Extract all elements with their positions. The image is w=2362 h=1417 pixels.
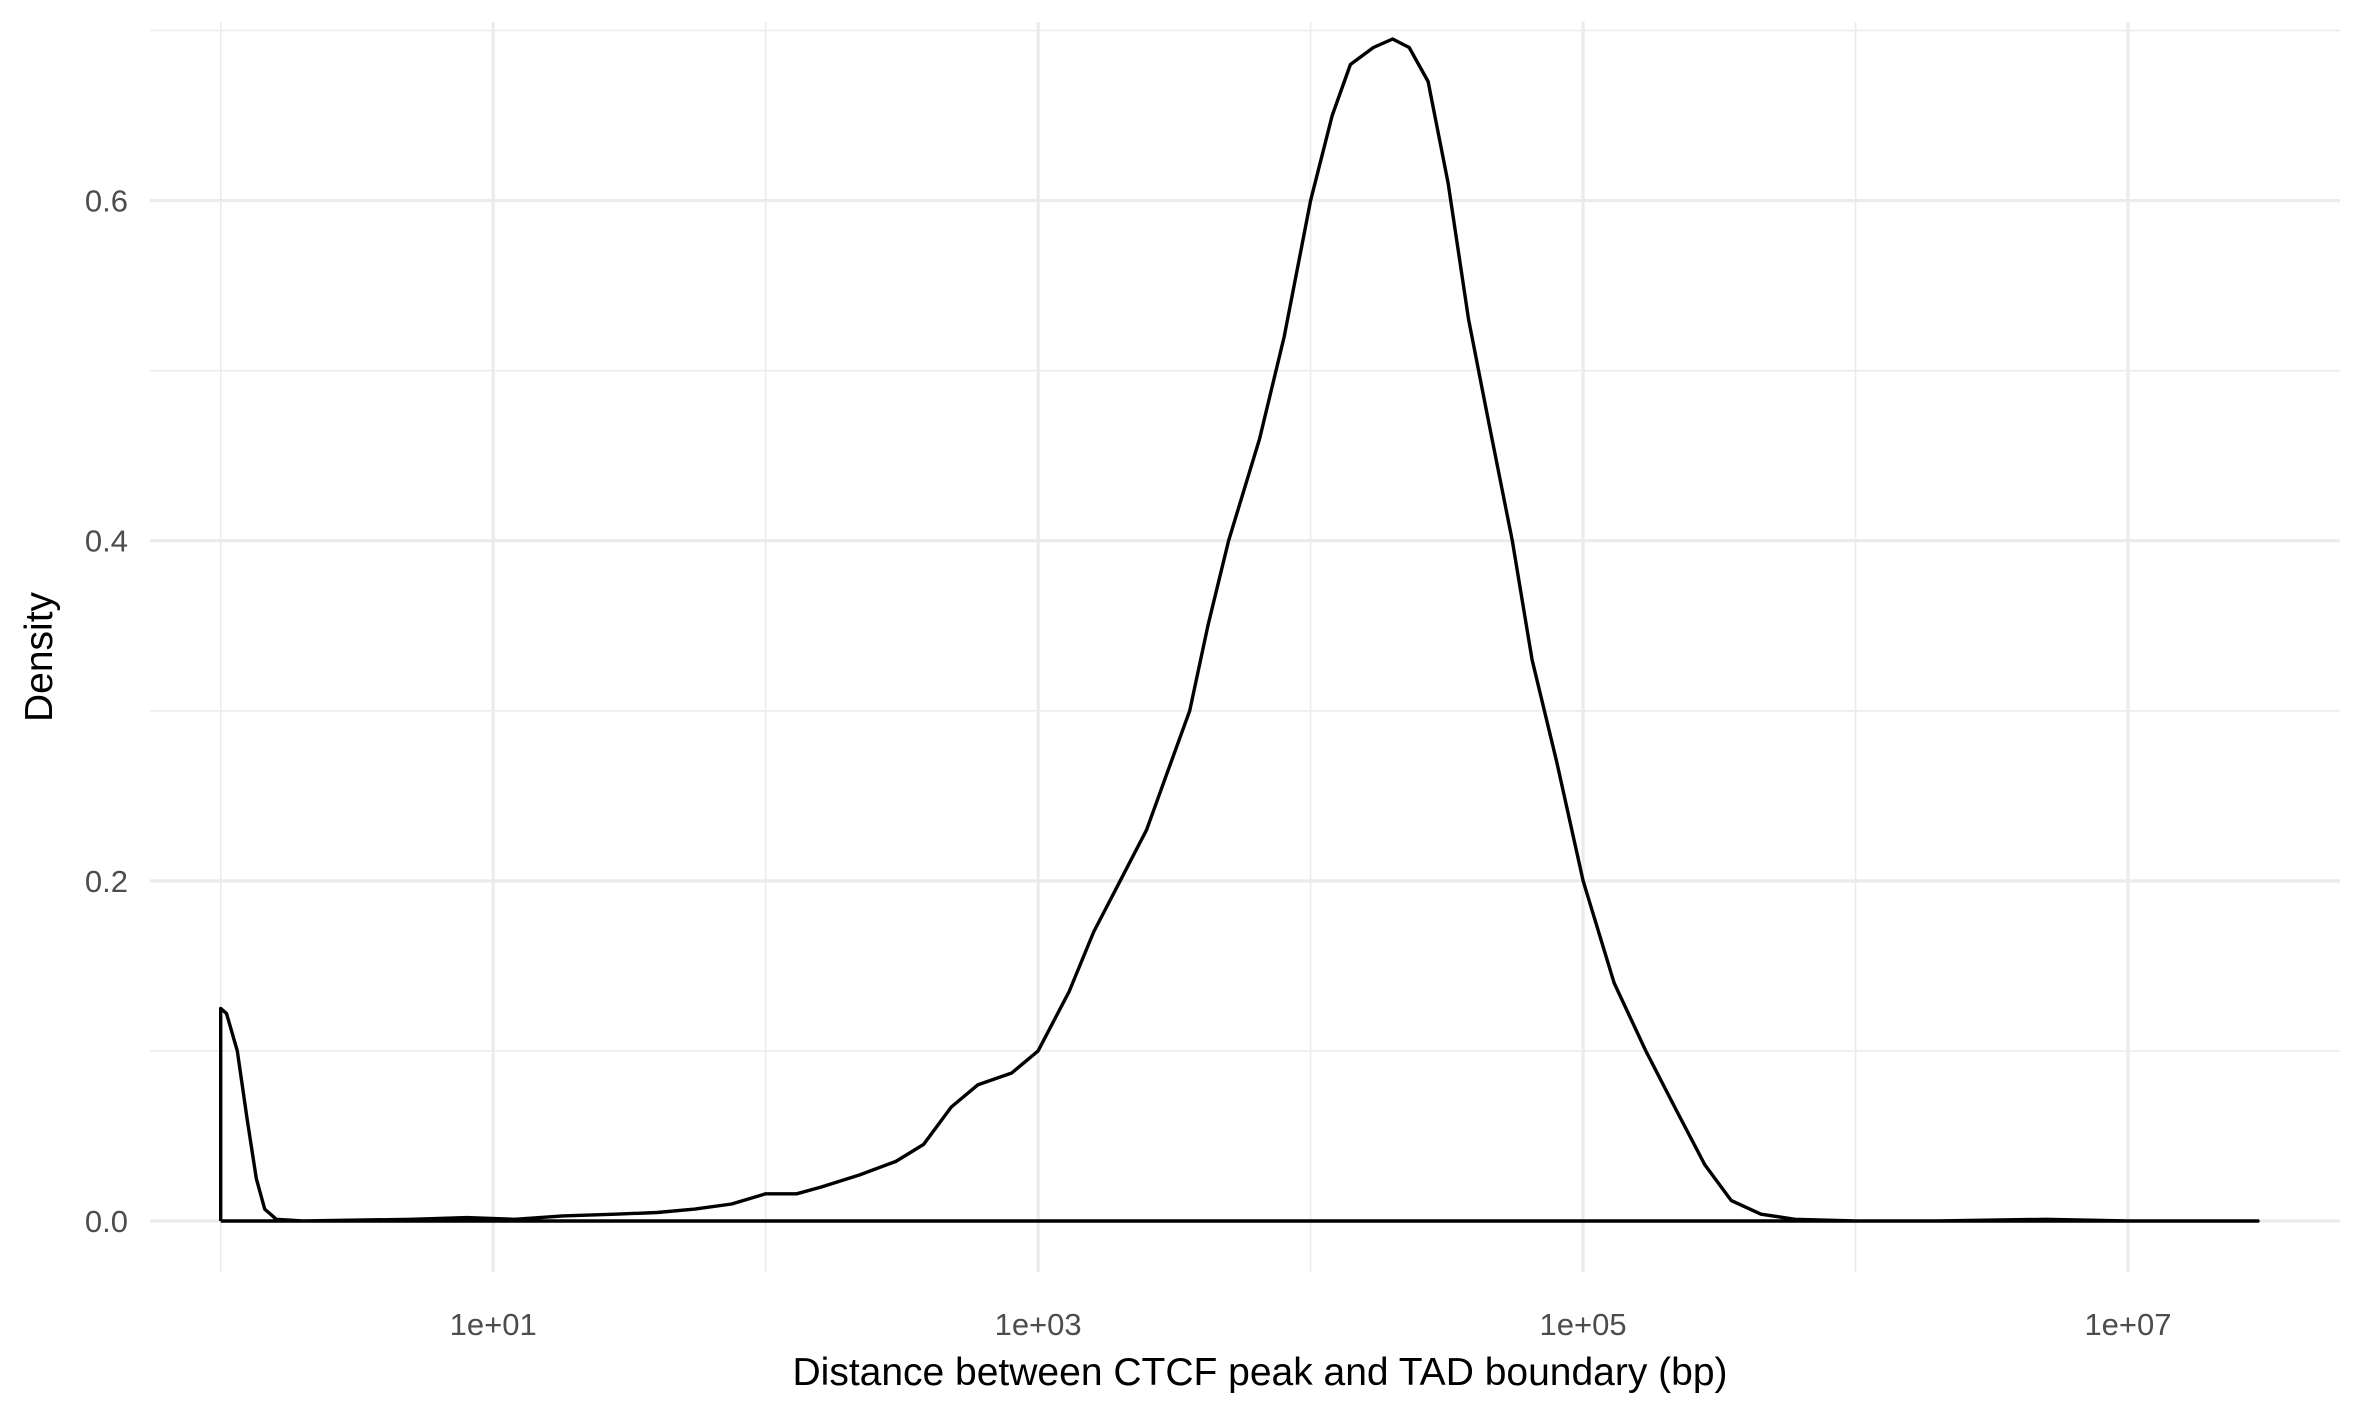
density-curve — [219, 37, 2260, 1223]
tick-labels: 0.0 0.2 0.4 0.6 1e+01 1e+03 1e+05 1e+07 — [85, 184, 2172, 1342]
y-tick-label: 0.2 — [85, 864, 128, 899]
x-tick-label: 1e+05 — [1540, 1307, 1627, 1342]
x-axis-title: Distance between CTCF peak and TAD bound… — [792, 1351, 1727, 1394]
grid-lines — [150, 22, 2340, 1272]
x-tick-label: 1e+01 — [450, 1307, 537, 1342]
y-tick-label: 0.4 — [85, 524, 128, 559]
y-axis-title: Density — [18, 591, 61, 722]
series-layer — [219, 37, 2260, 1223]
y-tick-label: 0.0 — [85, 1204, 128, 1239]
x-tick-label: 1e+03 — [995, 1307, 1082, 1342]
x-tick-label: 1e+07 — [2084, 1307, 2171, 1342]
y-tick-label: 0.6 — [85, 184, 128, 219]
